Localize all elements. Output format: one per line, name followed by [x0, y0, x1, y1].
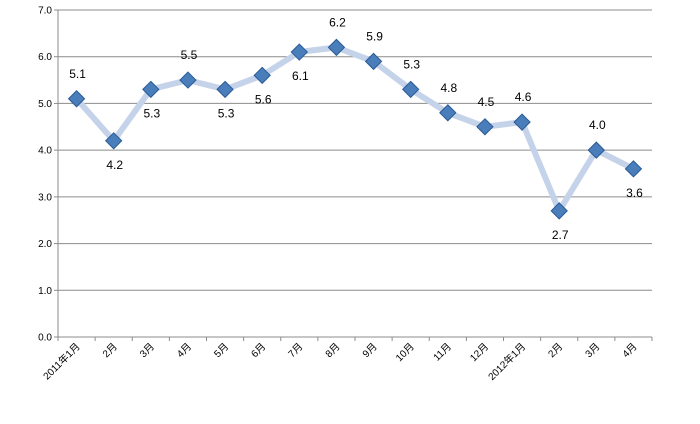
y-tick-label: 0.0 — [38, 333, 52, 344]
series — [73, 44, 637, 214]
data-label: 5.3 — [143, 106, 160, 120]
data-point-marker — [401, 80, 420, 99]
x-tick-label: 2月 — [100, 341, 119, 360]
data-label: 5.5 — [181, 48, 198, 62]
data-point-marker — [179, 71, 197, 89]
x-tick-label: 3月 — [583, 341, 602, 360]
data-point-marker — [253, 66, 271, 85]
x-tick-label: 12月 — [468, 341, 491, 364]
x-tick-label: 9月 — [360, 341, 379, 360]
data-point-marker — [439, 104, 457, 122]
data-label: 5.6 — [255, 92, 272, 106]
x-tick-label: 2月 — [546, 341, 565, 360]
data-point-marker — [513, 113, 531, 131]
data-point-marker — [327, 38, 346, 57]
x-tick-label: 6月 — [249, 341, 268, 360]
axes — [57, 10, 653, 341]
x-tick-label: 10月 — [393, 341, 416, 364]
data-point-marker — [104, 132, 123, 150]
data-label: 5.9 — [366, 29, 383, 43]
data-label: 5.1 — [69, 67, 86, 81]
x-tick-label: 2011年1月 — [40, 340, 82, 382]
x-tick-label: 4月 — [175, 341, 194, 360]
data-label: 4.0 — [589, 118, 606, 132]
data-label: 5.3 — [403, 57, 420, 71]
data-label: 2.7 — [552, 228, 569, 242]
x-tick-label: 4月 — [620, 341, 639, 360]
x-tick-label: 7月 — [286, 341, 305, 360]
data-label: 6.1 — [292, 69, 309, 83]
data-labels: 5.1 4.2 5.3 5.5 5.3 5.6 6.1 6.2 5.9 5.3 4.8 4.5 4.6 2… — [69, 15, 643, 242]
x-tick-label: 2012年1月 — [485, 340, 528, 383]
y-tick-label: 4.0 — [38, 146, 52, 157]
data-label: 4.6 — [515, 90, 532, 104]
data-label: 5.3 — [218, 106, 235, 120]
data-label: 4.2 — [106, 158, 123, 172]
x-tick-label: 3月 — [137, 341, 156, 360]
y-tick-label: 3.0 — [38, 192, 52, 203]
data-label: 4.5 — [478, 95, 495, 109]
data-point-marker — [587, 141, 606, 159]
y-tick-label: 7.0 — [38, 6, 52, 17]
y-tick-label: 5.0 — [38, 99, 52, 110]
data-point-marker — [216, 80, 234, 99]
data-point-marker — [624, 160, 643, 178]
data-label: 3.6 — [626, 186, 643, 200]
data-point-marker — [142, 80, 160, 99]
gridlines — [54, 9, 652, 338]
y-tick-label: 6.0 — [38, 52, 52, 63]
series-line — [73, 44, 637, 214]
x-tick-label: 11月 — [431, 341, 454, 364]
data-point-marker — [550, 202, 568, 220]
data-point-marker — [364, 52, 383, 71]
markers — [67, 38, 643, 220]
data-label: 6.2 — [329, 15, 346, 29]
x-tick-label: 5月 — [212, 341, 231, 360]
x-tick-label: 8月 — [323, 341, 342, 360]
data-label: 4.8 — [440, 81, 457, 95]
y-tick-label: 2.0 — [38, 239, 52, 250]
y-tick-label: 1.0 — [38, 286, 52, 297]
data-point-marker — [476, 118, 494, 136]
data-point-marker — [67, 90, 86, 108]
y-axis-tick-labels: 0.0 1.0 2.0 3.0 4.0 5.0 6.0 7.0 — [38, 6, 52, 344]
data-point-marker — [290, 43, 309, 61]
